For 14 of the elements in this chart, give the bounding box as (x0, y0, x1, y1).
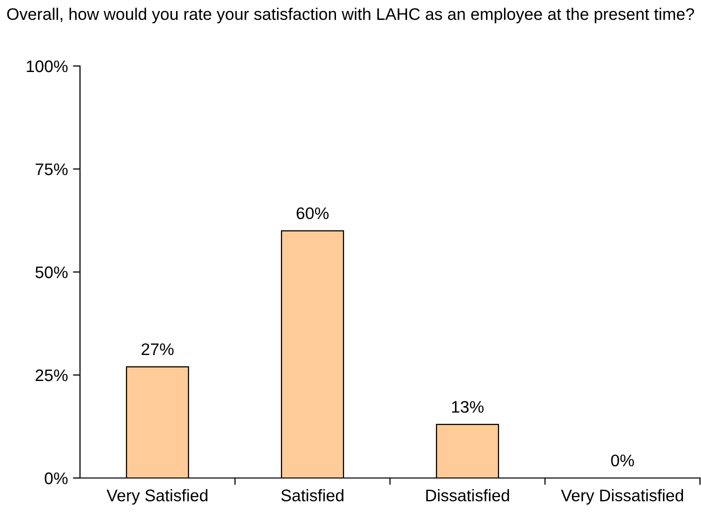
data-label: 0% (611, 454, 634, 466)
data-label: 27% (142, 343, 174, 356)
chart-title: Overall, how would you rate your satisfaction with LAHC as an employee at the present time? (7, 8, 694, 24)
x-tick-label: Very Dissatisfied (560, 489, 684, 505)
x-tick-label: Satisfied (281, 489, 344, 502)
y-tick-label: 100% (26, 60, 68, 72)
x-tick-label: Dissatisfied (426, 489, 510, 502)
x-tick-label: Very Satisfied (106, 489, 208, 505)
y-tick-label: 25% (36, 369, 68, 382)
data-label: 13% (452, 401, 484, 413)
data-label: 60% (296, 207, 329, 220)
y-tick-label: 75% (36, 163, 68, 176)
y-tick-label: 0% (44, 472, 68, 484)
y-tick-label: 50% (36, 266, 68, 278)
